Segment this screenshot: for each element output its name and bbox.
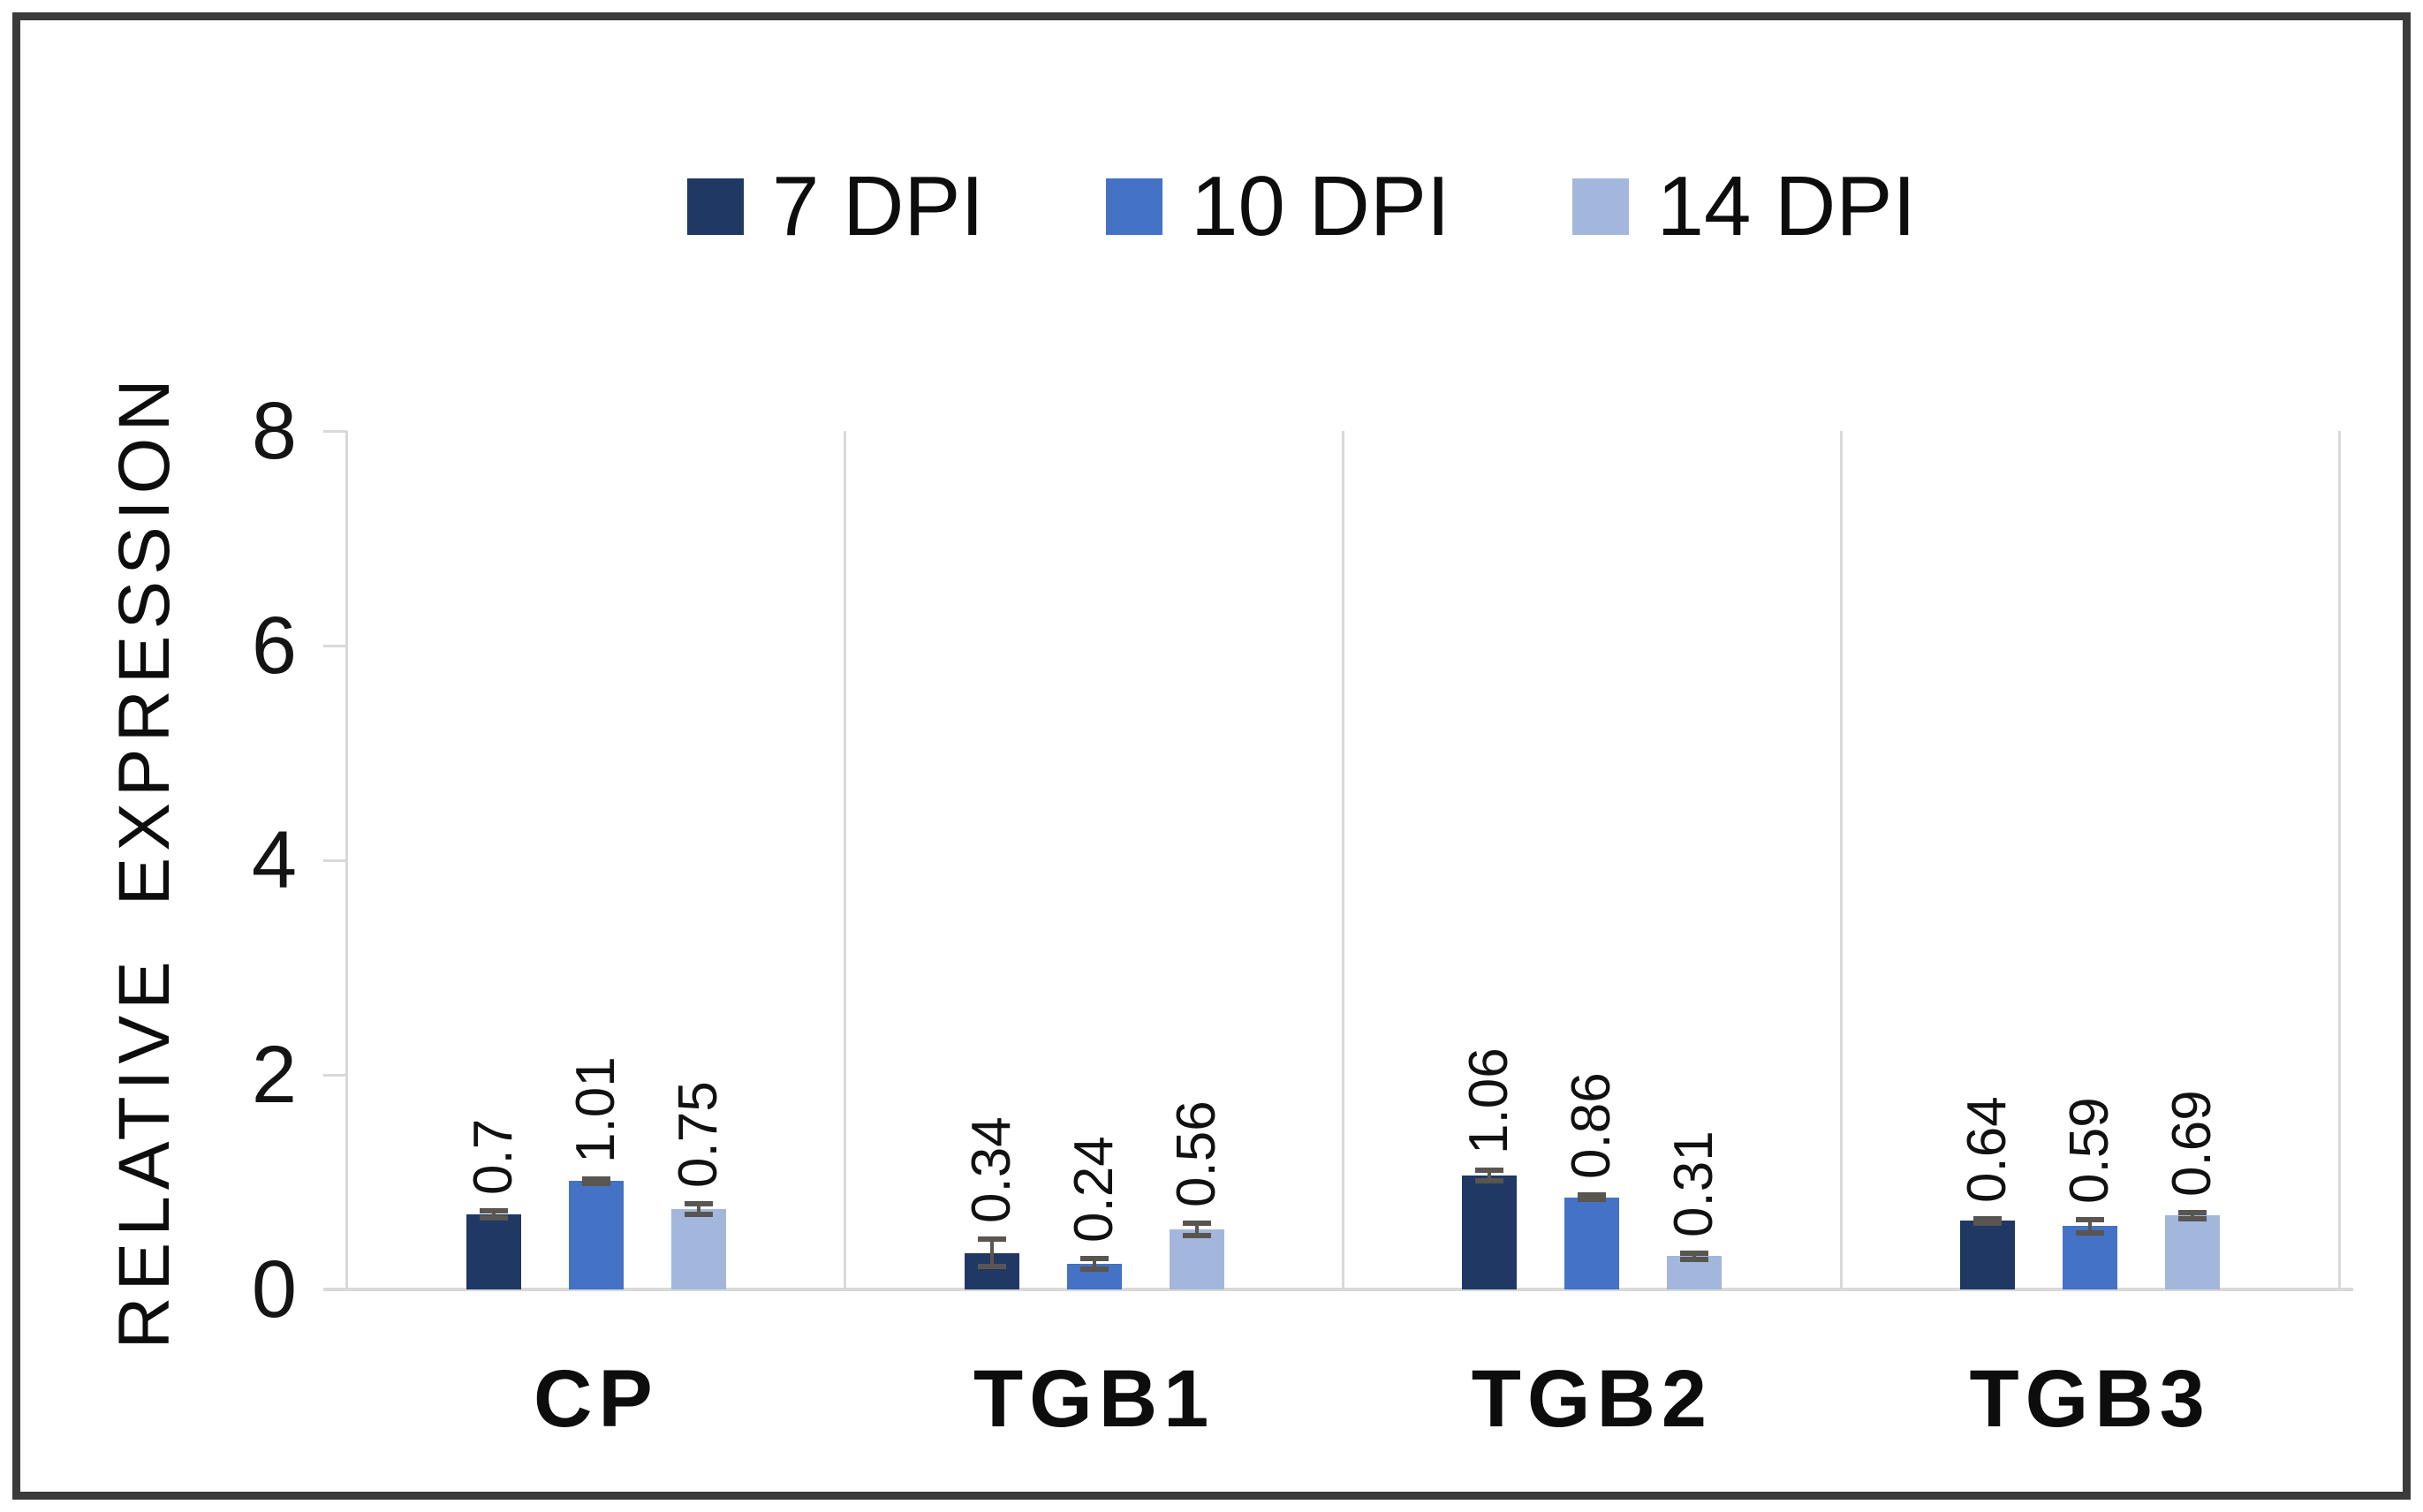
error-bar-top-cap bbox=[1475, 1168, 1504, 1174]
category-separator-line bbox=[1839, 431, 1843, 1289]
category-label: TGB3 bbox=[1969, 1354, 2211, 1444]
error-bar-top-cap bbox=[479, 1208, 508, 1214]
error-bar-bottom-cap bbox=[581, 1180, 610, 1186]
value-label: 0.24 bbox=[1063, 1136, 1124, 1243]
value-label: 0.59 bbox=[2059, 1097, 2121, 1205]
error-bar-bottom-cap bbox=[1973, 1220, 2003, 1226]
legend-label: 10 DPI bbox=[1191, 159, 1450, 253]
value-label: 0.64 bbox=[1957, 1096, 2018, 1203]
bar-7-dpi-cp bbox=[466, 1213, 521, 1289]
bar-14-dpi-tgb3 bbox=[2165, 1215, 2221, 1289]
value-label: 1.01 bbox=[564, 1056, 626, 1163]
value-label: 1.06 bbox=[1458, 1047, 1520, 1155]
error-bar-top-cap bbox=[1680, 1250, 1709, 1256]
legend-label: 7 DPI bbox=[772, 159, 985, 253]
bar-14-dpi-tgb1 bbox=[1169, 1228, 1224, 1289]
category-separator-line bbox=[2337, 431, 2341, 1289]
y-tick-mark bbox=[323, 644, 347, 647]
category-separator-line bbox=[1342, 431, 1344, 1289]
error-bar-bottom-cap bbox=[2178, 1215, 2207, 1221]
legend-item: 10 DPI bbox=[1106, 164, 1450, 249]
legend-swatch-icon bbox=[1106, 178, 1163, 235]
error-bar-top-cap bbox=[1182, 1220, 1211, 1226]
legend-swatch-icon bbox=[1571, 178, 1629, 235]
error-bar-top-cap bbox=[684, 1200, 713, 1206]
error-bar-top-cap bbox=[1973, 1215, 2003, 1221]
y-tick-label: 4 bbox=[251, 815, 297, 905]
legend-label: 14 DPI bbox=[1656, 159, 1917, 253]
y-tick-label: 6 bbox=[251, 601, 297, 691]
value-label: 0.75 bbox=[667, 1081, 729, 1188]
error-bar-bottom-cap bbox=[1182, 1233, 1211, 1239]
error-bar-bottom-cap bbox=[1680, 1256, 1709, 1262]
bar-10-dpi-cp bbox=[568, 1181, 624, 1289]
legend-item: 7 DPI bbox=[687, 164, 984, 249]
legend: 7 DPI 10 DPI 14 DPI bbox=[687, 164, 1916, 249]
y-tick-label: 0 bbox=[251, 1244, 297, 1334]
error-bar-whisker bbox=[1194, 1222, 1199, 1236]
error-bar-bottom-cap bbox=[1079, 1266, 1109, 1272]
bar-7-dpi-tgb2 bbox=[1462, 1176, 1518, 1289]
error-bar-whisker bbox=[696, 1203, 700, 1214]
error-bar-top-cap bbox=[2178, 1209, 2207, 1215]
legend-item: 14 DPI bbox=[1571, 159, 1917, 253]
value-label: 0.34 bbox=[960, 1116, 1022, 1223]
bar-10-dpi-tgb2 bbox=[1564, 1197, 1620, 1289]
error-bar-bottom-cap bbox=[684, 1211, 713, 1217]
error-bar-top-cap bbox=[1079, 1255, 1109, 1261]
y-tick-label: 2 bbox=[251, 1030, 297, 1120]
error-bar-whisker bbox=[1488, 1170, 1492, 1182]
error-bar-top-cap bbox=[581, 1176, 610, 1182]
y-tick-mark bbox=[323, 1288, 347, 1291]
y-tick-mark bbox=[323, 1073, 347, 1077]
category-label: TGB2 bbox=[1471, 1354, 1714, 1444]
bar-14-dpi-cp bbox=[670, 1208, 726, 1289]
category-separator-line bbox=[844, 431, 847, 1289]
bar-7-dpi-tgb3 bbox=[1960, 1221, 2016, 1289]
error-bar-bottom-cap bbox=[479, 1214, 508, 1221]
error-bar-top-cap bbox=[1578, 1192, 1607, 1198]
error-bar-bottom-cap bbox=[2076, 1229, 2105, 1236]
value-label: 0.86 bbox=[1561, 1072, 1623, 1180]
error-bar-bottom-cap bbox=[1475, 1178, 1504, 1184]
y-tick-mark bbox=[323, 429, 347, 433]
error-bar-whisker bbox=[2088, 1220, 2093, 1233]
value-label: 0.69 bbox=[2162, 1089, 2223, 1197]
y-tick-label: 8 bbox=[251, 386, 297, 476]
error-bar-whisker bbox=[1692, 1252, 1697, 1259]
error-bar-top-cap bbox=[2076, 1217, 2105, 1223]
category-label: CP bbox=[533, 1354, 659, 1444]
error-bar-bottom-cap bbox=[1578, 1196, 1607, 1202]
legend-swatch-icon bbox=[687, 178, 744, 235]
error-bar-whisker bbox=[1092, 1258, 1096, 1269]
value-label: 0.31 bbox=[1663, 1130, 1725, 1237]
error-bar-whisker bbox=[491, 1211, 496, 1218]
bar-10-dpi-tgb3 bbox=[2063, 1226, 2118, 1289]
error-bar-bottom-cap bbox=[977, 1264, 1006, 1270]
x-axis-line bbox=[323, 1288, 2353, 1291]
error-bar-whisker bbox=[989, 1238, 994, 1267]
error-bar-top-cap bbox=[977, 1236, 1006, 1242]
value-label: 0.7 bbox=[462, 1119, 524, 1196]
y-tick-mark bbox=[323, 858, 347, 862]
category-label: TGB1 bbox=[973, 1354, 1215, 1444]
error-bar-whisker bbox=[2191, 1212, 2195, 1219]
value-label: 0.56 bbox=[1165, 1100, 1227, 1207]
